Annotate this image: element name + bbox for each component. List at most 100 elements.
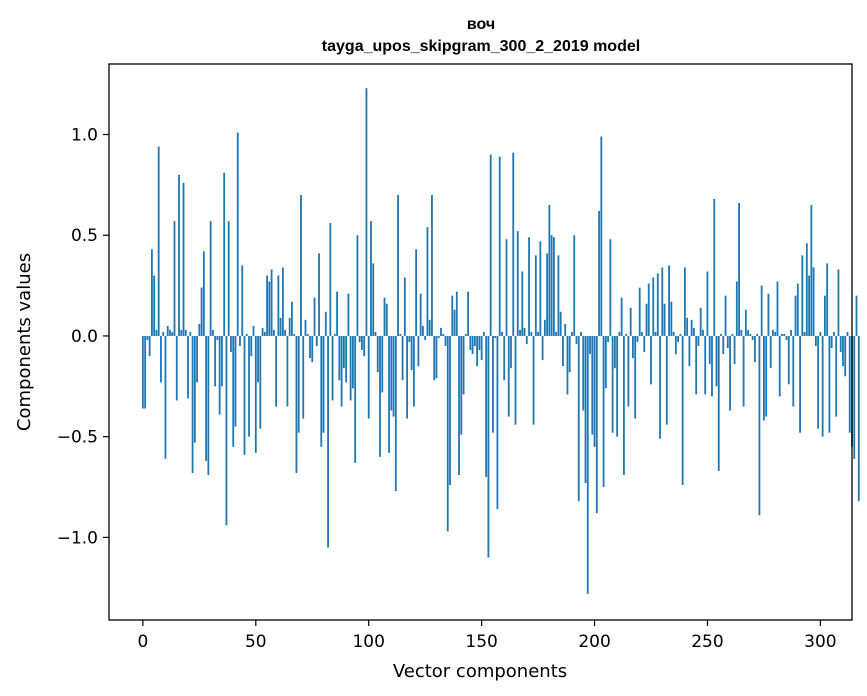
- bar: [501, 331, 503, 336]
- bar: [234, 335, 237, 427]
- x-tick-label: 300: [804, 632, 836, 652]
- bar: [277, 275, 280, 336]
- bar: [469, 335, 472, 351]
- bar: [853, 335, 856, 459]
- bar: [580, 331, 582, 336]
- bar: [352, 335, 354, 389]
- bar: [259, 335, 262, 429]
- bar: [295, 335, 298, 473]
- bar: [812, 267, 815, 336]
- bar: [361, 335, 363, 351]
- bar: [747, 329, 750, 336]
- bar: [507, 335, 510, 417]
- bar: [842, 335, 844, 367]
- bar: [187, 335, 189, 399]
- bar: [564, 323, 567, 336]
- bar: [424, 335, 427, 340]
- x-tick-label: 100: [352, 632, 384, 652]
- bar: [449, 335, 451, 486]
- bar: [232, 335, 235, 447]
- bar: [781, 333, 783, 336]
- bar: [670, 301, 673, 336]
- bar: [571, 331, 573, 336]
- bar: [525, 335, 528, 345]
- bar: [715, 335, 718, 387]
- bar: [708, 335, 711, 365]
- x-tick-label: 150: [465, 632, 497, 652]
- bar: [435, 335, 438, 379]
- bar: [589, 335, 591, 355]
- bar: [550, 235, 553, 336]
- bar: [365, 88, 368, 336]
- bar: [516, 231, 519, 336]
- bar: [532, 335, 535, 425]
- y-tick-label: 0.0: [71, 327, 98, 347]
- bar: [505, 239, 508, 336]
- bar: [647, 283, 650, 336]
- bar: [489, 154, 492, 336]
- bar: [627, 335, 630, 407]
- bar: [388, 335, 390, 453]
- bar: [593, 335, 596, 447]
- bar: [284, 329, 287, 336]
- bar: [268, 281, 271, 336]
- bar: [623, 335, 625, 475]
- bar: [726, 335, 729, 349]
- bar: [390, 335, 393, 411]
- bar: [602, 335, 605, 488]
- bar: [263, 331, 266, 336]
- bar: [663, 303, 666, 336]
- bar: [613, 335, 616, 369]
- bar: [702, 329, 704, 336]
- bar: [808, 275, 810, 336]
- bar: [711, 335, 713, 397]
- bar: [740, 329, 743, 336]
- bar: [785, 335, 788, 340]
- bar: [839, 335, 842, 353]
- bar: [616, 335, 619, 437]
- bar: [645, 303, 648, 336]
- bar: [207, 335, 210, 475]
- y-tick-label: −1.0: [57, 528, 98, 548]
- bar: [173, 221, 176, 336]
- bar: [803, 331, 806, 336]
- bar: [239, 335, 241, 347]
- bar: [169, 329, 171, 336]
- x-tick-label: 0: [137, 632, 148, 652]
- bar: [401, 335, 404, 381]
- bar: [270, 269, 273, 336]
- bar: [333, 333, 336, 336]
- bar: [182, 182, 185, 336]
- bar: [686, 317, 689, 336]
- y-tick-label: 1.0: [71, 126, 98, 146]
- bar: [724, 295, 727, 336]
- bar: [144, 335, 147, 409]
- bar: [528, 237, 530, 336]
- bar: [175, 335, 178, 401]
- bar: [478, 335, 481, 351]
- bar: [338, 335, 341, 381]
- chart-subtitle: tayga_upos_skipgram_300_2_2019 model: [322, 38, 640, 55]
- bar: [742, 335, 745, 407]
- bar: [584, 335, 587, 484]
- bar: [329, 223, 332, 336]
- bar: [191, 335, 194, 473]
- bar: [799, 335, 801, 433]
- bar: [306, 333, 309, 336]
- bar: [480, 335, 483, 361]
- x-tick-label: 200: [578, 632, 610, 652]
- bar: [821, 335, 824, 437]
- bar: [643, 335, 646, 353]
- bar: [514, 335, 517, 425]
- bar: [370, 221, 372, 336]
- bar: [683, 267, 686, 336]
- bar: [814, 335, 817, 347]
- bar: [634, 335, 637, 419]
- bar: [749, 333, 752, 336]
- bar: [510, 335, 512, 369]
- bar: [521, 271, 524, 336]
- bar: [699, 307, 702, 336]
- bar: [492, 335, 494, 433]
- bar: [433, 335, 436, 381]
